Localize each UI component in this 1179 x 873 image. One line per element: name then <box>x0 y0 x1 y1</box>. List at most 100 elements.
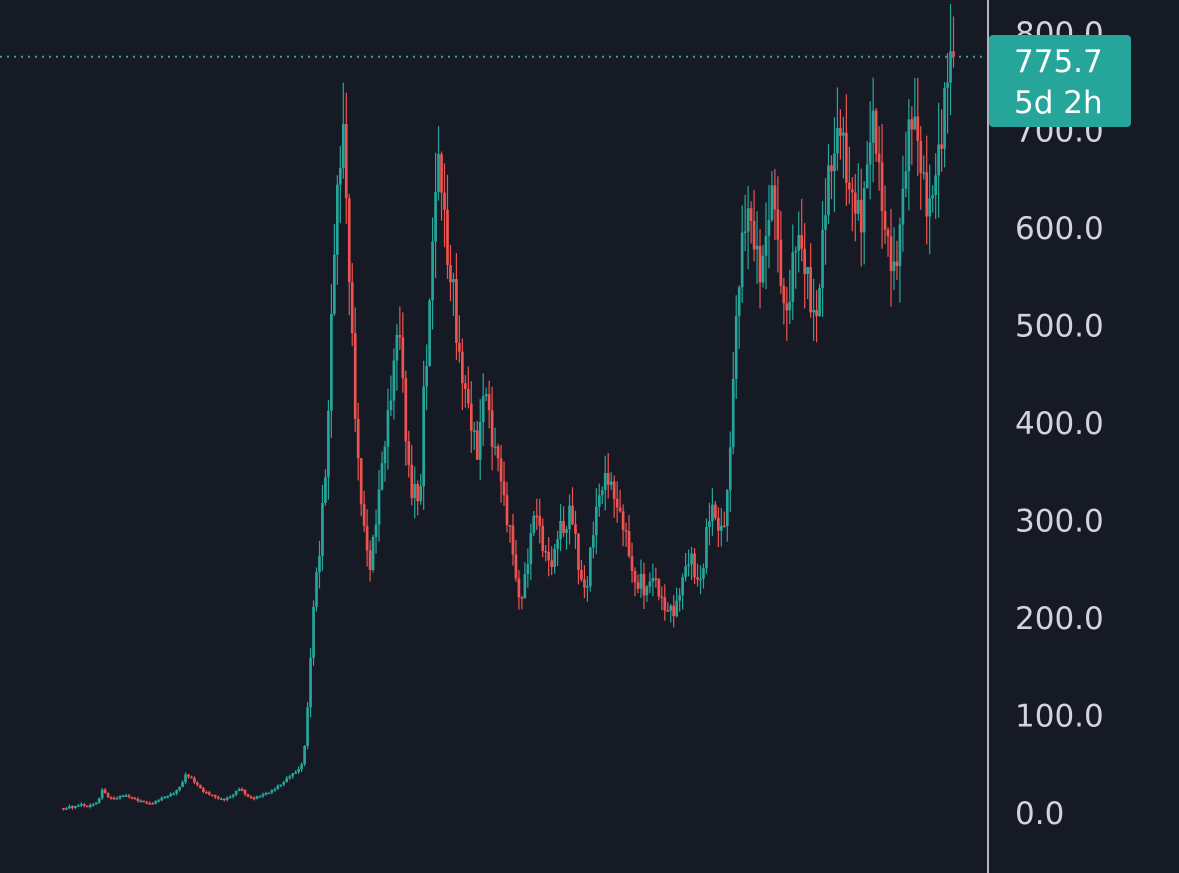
y-tick-label: 500.0 <box>1015 309 1104 345</box>
price-axis[interactable]: 800.0700.0600.0500.0400.0300.0200.0100.0… <box>1015 16 1104 832</box>
candle-body <box>374 524 378 537</box>
candle-body <box>264 793 268 795</box>
candle-body <box>160 798 164 801</box>
candle-body <box>410 464 414 499</box>
candle-body <box>743 231 747 234</box>
candle-body <box>541 525 545 552</box>
candle-body <box>556 539 559 549</box>
candle-body <box>157 800 161 802</box>
candle-body <box>880 162 884 212</box>
candle-body <box>693 553 696 578</box>
candle-body <box>574 524 577 534</box>
candle-body <box>428 300 431 367</box>
candle-body <box>755 245 759 250</box>
candle-body <box>219 798 223 801</box>
candle-body <box>660 596 664 598</box>
candle-body <box>565 529 568 533</box>
candle-body <box>648 581 652 587</box>
candle-body <box>568 505 571 530</box>
candle-body <box>452 279 455 283</box>
candle-body <box>270 790 274 793</box>
candle-body <box>916 116 920 141</box>
candle-body <box>734 316 738 380</box>
candle-body <box>422 386 426 487</box>
candle-body <box>773 185 777 210</box>
candle-body <box>85 805 89 808</box>
candle-body <box>839 128 842 136</box>
candle-body <box>740 232 744 288</box>
candle-body <box>523 574 527 599</box>
candle-body <box>246 794 250 797</box>
candle-body <box>139 800 143 803</box>
candle-body <box>383 446 387 464</box>
candle-body <box>910 119 914 130</box>
candle-body <box>231 794 235 797</box>
candle-body <box>696 577 699 580</box>
candle-body <box>434 192 437 242</box>
candle-body <box>306 707 309 746</box>
candle-body <box>719 525 723 531</box>
candle-body <box>562 520 565 533</box>
candle-body <box>300 764 303 770</box>
candle-body <box>401 337 405 379</box>
candle-body <box>347 198 351 283</box>
candle-body <box>925 172 929 217</box>
candle-body <box>475 430 479 460</box>
candle-body <box>612 481 616 499</box>
candle-body <box>788 301 792 311</box>
candle-body <box>398 334 402 338</box>
y-tick-label: 0.0 <box>1015 796 1064 832</box>
y-tick-label: 400.0 <box>1015 406 1104 442</box>
candle-body <box>80 804 83 806</box>
candle-body <box>294 772 298 774</box>
candle-body <box>386 410 390 447</box>
candle-body <box>392 360 396 401</box>
candle-body <box>529 533 533 565</box>
candle-body <box>853 192 857 214</box>
candle-body <box>770 185 774 221</box>
candle-body <box>889 236 893 272</box>
candle-body <box>666 610 670 612</box>
candle-body <box>136 798 140 801</box>
last-price-tag: 775.7 5d 2h <box>989 35 1131 127</box>
candle-body <box>514 554 518 579</box>
candle-body <box>463 383 467 389</box>
candle-body <box>338 167 342 185</box>
candle-body <box>461 351 464 384</box>
candle-body <box>714 504 717 518</box>
candle-body <box>282 782 286 785</box>
candle-body <box>303 745 306 765</box>
candle-body <box>785 303 789 311</box>
candle-body <box>532 515 536 534</box>
candle-body <box>496 446 500 459</box>
candle-body <box>353 333 357 419</box>
candle-body <box>535 515 539 518</box>
candle-body <box>678 595 681 601</box>
candle-body <box>181 782 184 788</box>
candle-body <box>196 782 199 785</box>
candle-body <box>571 505 574 525</box>
candle-body <box>651 578 655 582</box>
candle-body <box>166 795 170 798</box>
candle-body <box>145 802 149 804</box>
candle-body <box>687 564 690 567</box>
candle-body <box>276 785 280 790</box>
candle-body <box>493 446 497 449</box>
candle-body <box>288 776 292 779</box>
candle-body <box>728 447 732 491</box>
candle-body <box>722 525 726 528</box>
candle-body <box>327 410 330 478</box>
candle-body <box>511 525 515 555</box>
candle-body <box>630 556 634 571</box>
candle-body <box>330 313 333 411</box>
candle-body <box>213 795 217 798</box>
candle-body <box>577 533 580 570</box>
candle-body <box>297 769 300 773</box>
candle-body <box>589 547 592 587</box>
candle-body <box>517 578 521 598</box>
candle-body <box>130 796 134 799</box>
candle-body <box>478 421 482 460</box>
candle-body <box>413 484 417 499</box>
